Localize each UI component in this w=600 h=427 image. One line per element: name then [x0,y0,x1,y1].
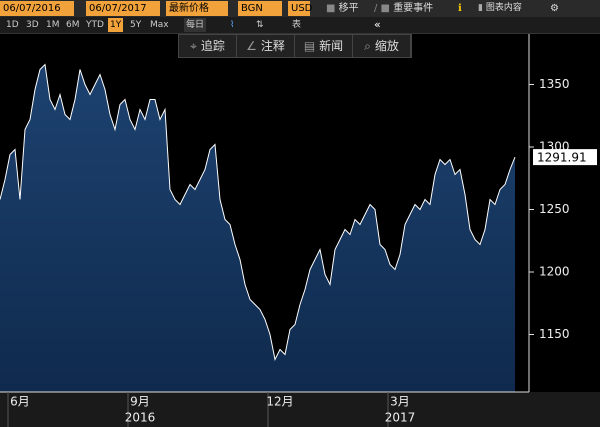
overlay-button[interactable]: ⌕ 缩放 [353,35,411,57]
chart-content[interactable]: ▮ 图表内容 [478,3,522,13]
last-value-box [533,149,597,166]
period-button[interactable]: 6M [66,20,80,30]
overlay-label: 新闻 [319,39,344,53]
period-button[interactable]: Max [150,20,169,30]
overlay-icon: ⌖ [190,39,197,53]
area [0,64,515,392]
period-button[interactable]: 1M [46,20,60,30]
overlay-icon: ∠ [246,39,257,53]
start-date[interactable]: 06/07/2016 [0,1,74,16]
y-tick-label: 1350 [539,77,570,91]
period-button[interactable]: YTD [86,20,104,30]
currency[interactable]: USD [288,1,312,16]
last-value-label: 1291.91 [537,151,587,165]
y-tick-label: 1150 [539,327,570,341]
y-tick-label: 1200 [539,265,570,279]
line-style[interactable]: ⌇ [230,20,235,30]
overlay-label: 注释 [260,39,285,53]
info-icon[interactable]: ℹ [458,3,462,14]
events-button[interactable]: / ■ 重要事件 [374,3,434,14]
settings-icon[interactable]: ⚙ [550,3,559,14]
price-field[interactable]: 最新价格 [166,1,228,16]
y-tick-label: 1250 [539,202,570,216]
overlay-button[interactable]: ▤ 新闻 [295,35,353,57]
overlay-icon: ▤ [303,39,316,53]
top-toolbar: 06/07/2016 06/07/2017 最新价格 BGN USD ■ 移平 … [0,0,600,17]
collapse[interactable]: « [374,18,381,31]
period-toolbar: 每日 ⌇ ⇅ 表 « 1D 3D 1M 6M YTD 1Y 5Y Max [0,17,600,34]
x-tick-label: 3月 [390,395,410,409]
period-button[interactable]: 1D [6,20,19,30]
year-label: 2016 [125,411,156,425]
end-date[interactable]: 06/07/2017 [86,1,160,16]
frequency[interactable]: 每日 [184,18,207,32]
year-label: 2017 [385,411,416,425]
x-tick-label: 9月 [130,395,150,409]
overlay-buttons: ⌖ 追踪 ∠ 注释 ▤ 新闻 ⌕ 缩放 [178,34,412,58]
bottom-axis-bg [0,392,600,427]
overlay-button[interactable]: ∠ 注释 [237,35,295,57]
table-button[interactable]: 表 [292,20,302,30]
source[interactable]: BGN [238,1,282,16]
chart-content-label: 图表内容 [485,3,522,13]
price-line [0,63,516,362]
x-tick-label: 12月 [266,395,293,409]
overlay-label: 追踪 [200,39,225,53]
overlay-icon: ⌕ [364,39,371,53]
period-button[interactable]: 1Y [108,18,124,32]
overlay-button[interactable]: ⌖ 追踪 [179,35,237,57]
overlay-label: 缩放 [374,39,399,53]
x-tick-label: 6月 [10,395,30,409]
move-label: 移平 [338,3,359,14]
events-label: 重要事件 [393,3,434,14]
period-button[interactable]: 3D [26,20,39,30]
move-button[interactable]: ■ 移平 [326,3,359,14]
period-button[interactable]: 5Y [130,20,142,30]
studies[interactable]: ⇅ [256,20,264,30]
